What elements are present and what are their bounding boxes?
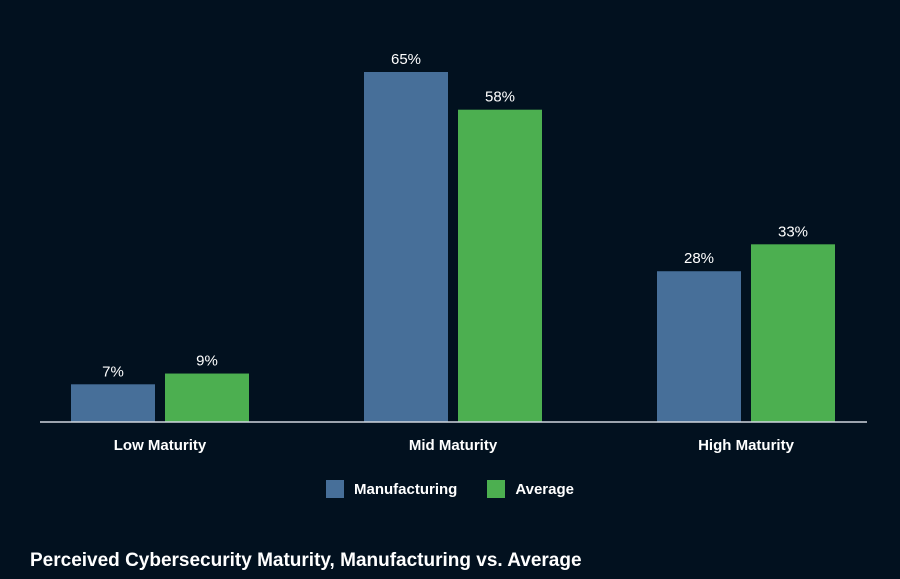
legend-swatch-manufacturing [326,480,344,498]
data-label-manufacturing-high-maturity: 28% [684,250,714,267]
bar-manufacturing-high-maturity [657,271,741,422]
data-label-manufacturing-low-maturity: 7% [102,363,124,380]
chart-title: Perceived Cybersecurity Maturity, Manufa… [30,550,582,571]
data-label-average-mid-maturity: 58% [485,89,515,106]
legend-item-manufacturing: Manufacturing [326,480,457,498]
legend-label-average: Average [515,480,574,498]
legend-label-manufacturing: Manufacturing [354,480,458,498]
bar-manufacturing-low-maturity [71,384,155,422]
data-label-average-low-maturity: 9% [196,353,218,370]
legend: Manufacturing Average [0,480,900,498]
x-tick-label-mid-maturity: Mid Maturity [409,437,498,454]
bar-manufacturing-mid-maturity [364,72,448,422]
data-label-manufacturing-mid-maturity: 65% [391,51,421,68]
bar-average-high-maturity [751,244,835,422]
x-tick-label-high-maturity: High Maturity [698,437,794,454]
legend-item-average: Average [487,480,574,498]
bar-average-low-maturity [165,373,249,422]
legend-swatch-average [487,480,506,498]
x-tick-label-low-maturity: Low Maturity [114,437,207,454]
data-label-average-high-maturity: 33% [778,223,808,240]
bar-average-mid-maturity [458,109,542,422]
